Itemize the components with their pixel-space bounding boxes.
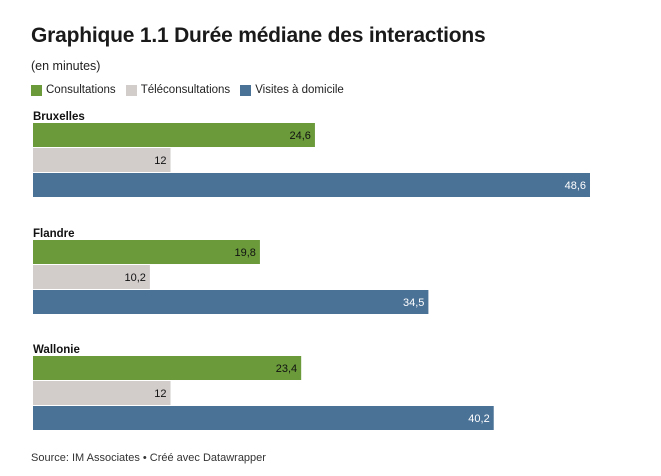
chart-subtitle: (en minutes)	[31, 59, 101, 73]
data-label-wallonie-visites-a-domicile: 40,2	[468, 413, 489, 425]
legend-label-visites-domicile: Visites à domicile	[255, 84, 344, 96]
bar-flandre-consultations	[33, 240, 260, 264]
bar-wallonie-teleconsultations	[33, 381, 171, 405]
source-note: Source: IM Associates • Créé avec Datawr…	[31, 452, 266, 464]
category-label-bruxelles: Bruxelles	[33, 111, 85, 123]
legend-item-teleconsultations: Téléconsultations	[125, 84, 231, 96]
chart-title: Graphique 1.1 Durée médiane des interact…	[31, 24, 486, 47]
legend-swatch-visites-domicile	[240, 84, 252, 96]
data-label-bruxelles-consultations: 24,6	[290, 130, 311, 142]
bar-bruxelles-consultations	[33, 123, 315, 147]
data-label-bruxelles-teleconsultations: 12	[154, 155, 166, 167]
category-label-flandre: Flandre	[33, 228, 75, 240]
bar-bruxelles-visites-a-domicile	[33, 173, 590, 197]
bar-wallonie-consultations	[33, 356, 302, 380]
legend-swatch-teleconsultations	[125, 84, 137, 96]
data-label-wallonie-consultations: 23,4	[276, 363, 297, 375]
data-label-flandre-visites-a-domicile: 34,5	[403, 297, 424, 309]
legend: Consultations Téléconsultations Visites …	[31, 84, 354, 96]
legend-item-visites-domicile: Visites à domicile	[240, 84, 344, 96]
legend-item-consultations: Consultations	[31, 84, 116, 96]
data-label-wallonie-teleconsultations: 12	[154, 388, 166, 400]
bar-wallonie-visites-a-domicile	[33, 406, 494, 430]
legend-swatch-consultations	[31, 84, 42, 96]
data-label-flandre-teleconsultations: 10,2	[124, 272, 145, 284]
legend-label-teleconsultations: Téléconsultations	[140, 84, 231, 96]
bar-flandre-visites-a-domicile	[33, 290, 429, 314]
bar-flandre-teleconsultations	[33, 265, 150, 289]
data-label-flandre-consultations: 19,8	[235, 247, 256, 259]
data-label-bruxelles-visites-a-domicile: 48,6	[565, 180, 586, 192]
category-label-wallonie: Wallonie	[33, 344, 80, 356]
legend-label-consultations: Consultations	[46, 84, 116, 96]
bar-bruxelles-teleconsultations	[33, 148, 171, 172]
